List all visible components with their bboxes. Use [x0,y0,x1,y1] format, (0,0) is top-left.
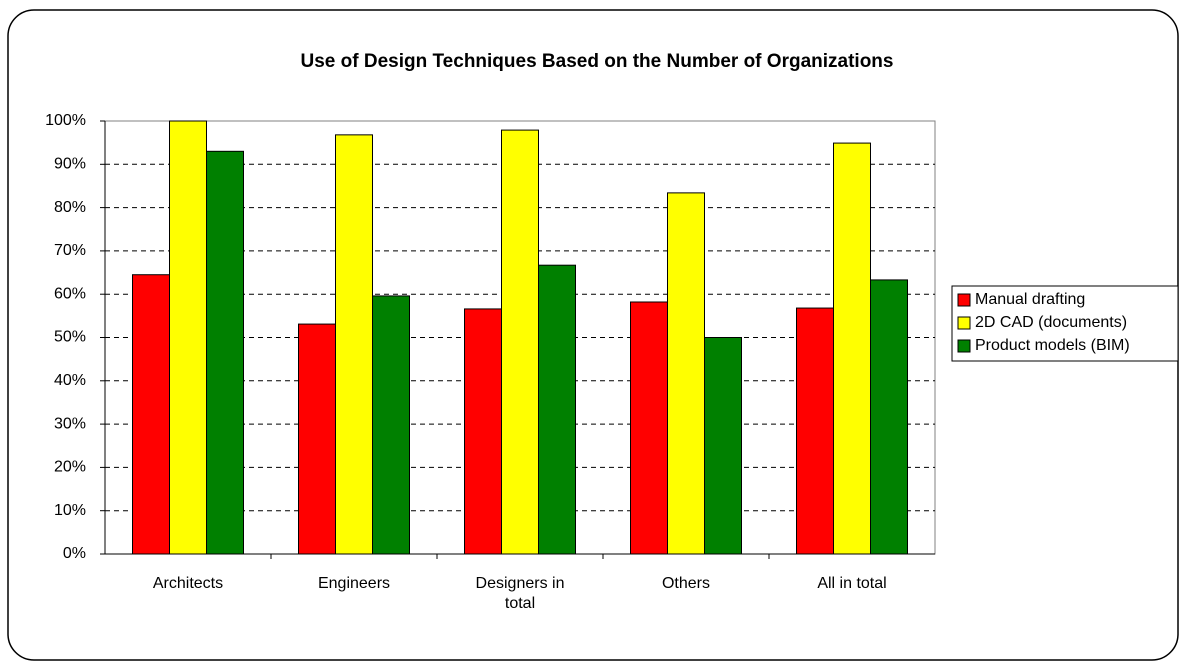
x-tick-label-box: All in total [817,575,887,592]
y-tick-label: 0% [63,545,86,562]
legend-label: 2D CAD (documents) [975,314,1127,331]
y-tick-label: 30% [54,415,86,432]
y-tick-label: 20% [54,459,86,476]
y-tick-label: 50% [54,329,86,346]
legend-swatch [957,339,971,353]
x-tick-label-box: Engineers [317,575,391,592]
legend-label: Manual drafting [975,291,1085,308]
chart-title: Use of Design Techniques Based on the Nu… [301,51,894,72]
y-tick-label: 60% [54,285,86,302]
bar [870,279,908,555]
bar [206,150,244,555]
bar [538,264,576,555]
y-tick-label: 70% [54,242,86,259]
bar [464,308,502,555]
bar [501,129,539,555]
x-tick-label-box: Architects [152,575,224,592]
x-tick-label: Designers in total [475,575,565,612]
x-tick-label-box: Others [661,575,710,592]
legend-label: Product models (BIM) [975,337,1130,354]
x-tick-label: Others [661,575,710,592]
x-tick-label-box: Designers in total [475,575,565,612]
bar [372,295,410,555]
bar [704,337,742,555]
legend-swatch [957,293,971,307]
y-tick-label: 10% [54,502,86,519]
bar [796,307,834,555]
bar [335,134,373,555]
y-tick-label: 100% [45,112,86,129]
y-tick-label: 40% [54,372,86,389]
x-tick-label: Engineers [317,575,391,592]
x-tick-label: Architects [152,575,224,592]
bar [630,301,668,555]
bar [833,142,871,555]
y-tick-label: 80% [54,199,86,216]
bar [298,323,336,555]
y-tick-label: 90% [54,156,86,173]
legend-box [951,285,1179,362]
bar [667,192,705,555]
bar [169,120,207,555]
legend-swatch [957,316,971,330]
x-tick-label: All in total [817,575,887,592]
bar [132,274,170,555]
